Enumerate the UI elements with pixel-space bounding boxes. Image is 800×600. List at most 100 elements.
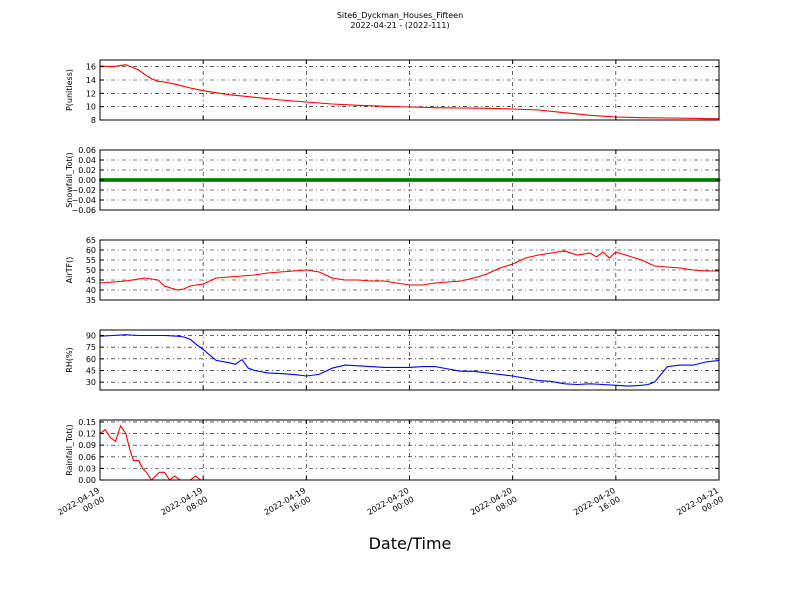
data-point [150,178,155,182]
x-tick-label: 2022-04-1900:00 [56,486,106,526]
data-point [627,178,631,182]
y-tick-label: 0.12 [78,430,96,439]
data-point [147,178,151,182]
data-point [441,178,446,182]
data-point [636,178,641,182]
data-point [374,178,379,182]
data-point [671,178,676,182]
y-tick-label: 40 [86,286,96,295]
data-point [588,178,593,182]
y-axis-label: RH(%) [65,347,74,372]
data-point [185,178,190,182]
y-tick-label: 0.06 [78,453,96,462]
data-point [227,178,231,182]
data-point [684,178,689,182]
data-point [630,178,635,182]
data-point [329,178,334,182]
data-point [415,178,420,182]
data-point [153,178,158,182]
data-point [358,178,363,182]
data-point [652,178,657,182]
data-point [319,178,324,182]
data-point [444,178,449,182]
data-point [435,178,439,182]
data-point [124,178,129,182]
data-point [422,178,427,182]
y-tick-label: 8 [91,116,96,125]
data-point [310,178,315,182]
x-tick-label: 2022-04-2016:00 [572,486,622,526]
panel-4: 90 75 60 45 30 RH(%) [65,329,720,391]
data-point [665,178,670,182]
y-tick-label: 10 [86,103,96,112]
data-point [217,178,222,182]
data-point [111,178,116,182]
data-point [595,178,599,182]
data-point [102,178,107,182]
data-point [326,178,331,182]
data-point [201,178,206,182]
data-point [335,178,340,182]
data-point [556,178,561,182]
data-point [281,178,286,182]
data-point [431,178,436,182]
data-point [476,178,481,182]
data-point [457,178,462,182]
data-point [611,178,615,182]
y-tick-label: 0.00 [78,176,96,185]
data-point [697,178,702,182]
data-point [175,178,180,182]
data-point [345,178,350,182]
data-point [268,178,273,182]
data-point [553,178,558,182]
data-point [550,178,555,182]
y-tick-label: −0.06 [71,206,96,215]
data-point [383,178,388,182]
data-point [233,178,238,182]
data-point [367,178,372,182]
data-point [211,178,215,182]
data-point [332,178,337,182]
data-point [678,178,683,182]
data-point [540,178,545,182]
y-tick-label: 0.06 [78,146,96,155]
x-tick-label: 2022-04-2008:00 [469,486,519,526]
data-point [191,178,196,182]
data-point [470,178,475,182]
data-point [575,178,580,182]
data-point [377,178,382,182]
y-tick-label: 0.02 [78,166,96,175]
data-point [537,178,542,182]
y-tick-label: 14 [86,76,96,85]
chart-title: Site6_Dyckman_Houses_Fifteen [336,11,464,20]
data-point [438,178,443,182]
data-point [710,178,715,182]
y-tick-label: 60 [86,246,96,255]
data-point [707,178,711,182]
data-point [182,178,187,182]
data-point [278,178,283,182]
y-tick-label: 30 [86,378,96,387]
data-point [156,178,161,182]
data-point [220,178,225,182]
data-point [531,178,535,182]
data-point [371,178,375,182]
y-tick-label: 0.03 [78,464,96,473]
data-point [364,178,369,182]
data-point [284,178,289,182]
data-point [262,178,267,182]
data-point [419,178,423,182]
data-point [406,178,411,182]
data-point [521,178,526,182]
y-tick-label: 0.15 [78,418,96,427]
data-point [166,178,171,182]
data-point [313,178,318,182]
panel-2: 0.060.040.020.00−0.02−0.04−0.06Snowfall_… [65,146,721,215]
data-point [303,178,308,182]
data-point [297,178,302,182]
y-tick-label: 0.04 [78,156,96,165]
y-tick-label: 35 [86,296,96,305]
data-point [694,178,699,182]
series-line [99,334,720,387]
